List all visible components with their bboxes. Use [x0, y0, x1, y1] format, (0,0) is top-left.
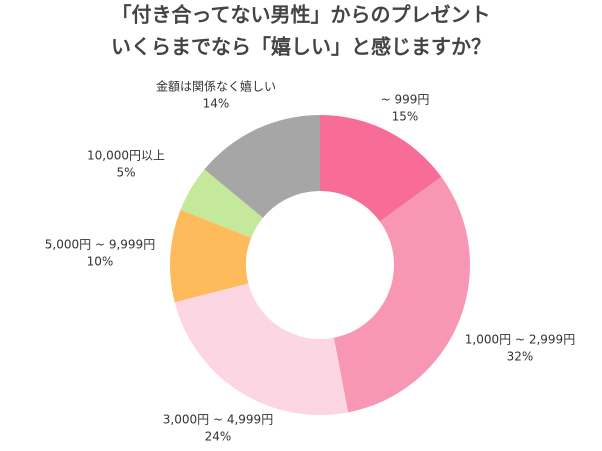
donut-slice [170, 209, 252, 303]
slice-value: 14% [203, 97, 230, 111]
slice-label: ~ 999円 [381, 93, 430, 107]
slice-label: 5,000円 ~ 9,999円 [45, 238, 155, 252]
donut-slice [333, 176, 471, 413]
slice-value: 15% [392, 110, 419, 124]
slice-value: 32% [507, 350, 534, 364]
donut-slice [204, 115, 320, 218]
slice-label: 1,000円 ~ 2,999円 [465, 333, 575, 347]
donut-slice [320, 115, 442, 222]
slice-label: 10,000円以上 [87, 149, 165, 163]
slice-value: 24% [205, 430, 232, 444]
slice-label: 金額は関係なく嬉しい [156, 79, 276, 94]
donut-slice [174, 283, 349, 415]
slice-value: 5% [116, 166, 135, 180]
slice-label: 3,000円 ~ 4,999円 [163, 413, 273, 427]
chart-title: いくらまでなら「嬉しい」と感じますか？ [111, 35, 491, 59]
donut-slice [180, 169, 263, 238]
chart-title: 「付き合ってない男性」からのプレゼント [112, 3, 491, 27]
slice-value: 10% [87, 255, 114, 269]
